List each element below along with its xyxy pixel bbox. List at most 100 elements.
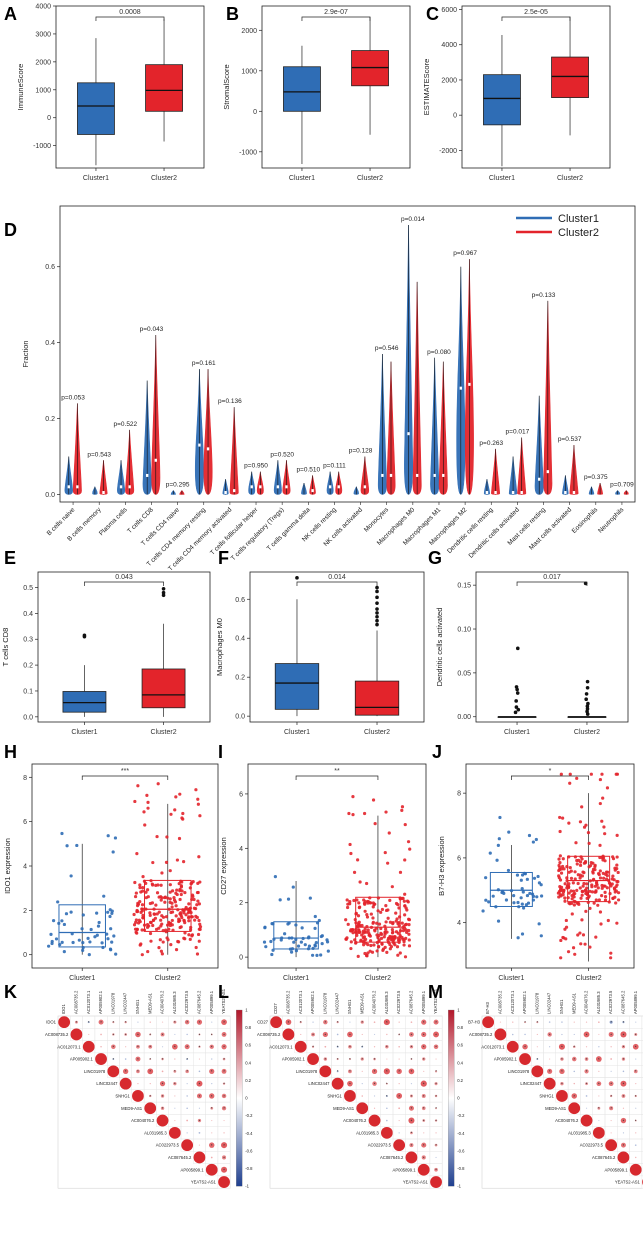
- jitter-point: [159, 949, 163, 953]
- y-tick-label: 0.6: [45, 264, 55, 271]
- jitter-point: [177, 881, 181, 886]
- jitter-point: [563, 899, 567, 903]
- jitter-point: [149, 939, 153, 943]
- corr-significance: *: [610, 1081, 612, 1086]
- corr-significance: *: [435, 1106, 437, 1111]
- corr-circle: [519, 1053, 531, 1065]
- jitter-point: [179, 911, 183, 915]
- corr-circle: [361, 1045, 364, 1048]
- jitter-point: [60, 919, 64, 923]
- corr-significance: *: [386, 1094, 388, 1099]
- corr-significance: *: [411, 1032, 413, 1037]
- corr-significance: *: [361, 1057, 363, 1062]
- corr-circle: [435, 1107, 438, 1110]
- corr-circle: [185, 1069, 189, 1074]
- corr-significance: *: [398, 1069, 400, 1074]
- color-scale-label: 0: [457, 1096, 460, 1101]
- corr-significance: *: [435, 1118, 437, 1123]
- x-tick-label: Monocytes: [363, 506, 391, 534]
- corr-col-label: LINC01978: [534, 992, 539, 1014]
- corr-cell: [641, 1114, 643, 1127]
- jitter-point: [101, 945, 105, 950]
- corr-circle: [311, 1045, 315, 1048]
- corr-row-label: LINC01978: [296, 1069, 318, 1074]
- jitter-point: [197, 902, 201, 906]
- jitter-point: [141, 889, 145, 893]
- jitter-point: [192, 897, 196, 902]
- corr-significance: *: [435, 1143, 437, 1148]
- jitter-point: [391, 935, 395, 939]
- jitter-point: [97, 920, 101, 925]
- corr-cell: [641, 1052, 643, 1066]
- jitter-point: [575, 776, 579, 780]
- corr-row-label: AC012073.1: [269, 1044, 293, 1049]
- jitter-point: [388, 920, 393, 924]
- corr-circle: [572, 1045, 576, 1049]
- corr-circle: [159, 1081, 166, 1087]
- corr-row-label: MED9-AS1: [333, 1106, 355, 1111]
- jitter-point: [395, 945, 400, 949]
- corr-circle: [571, 1093, 578, 1099]
- jitter-point: [111, 850, 115, 854]
- corr-significance: *: [186, 1020, 188, 1025]
- jitter-point: [527, 833, 532, 838]
- jitter-point: [390, 927, 395, 932]
- legend-label-cluster1: Cluster1: [558, 213, 599, 225]
- corr-row-label: AC008735.2: [469, 1032, 493, 1037]
- corr-significance: *: [211, 1069, 213, 1074]
- corr-circle: [386, 1107, 388, 1110]
- jitter-point: [174, 948, 179, 952]
- corr-significance: *: [386, 1069, 388, 1074]
- corr-circle: [107, 1065, 120, 1078]
- jitter-point: [182, 919, 186, 923]
- corr-circle: [435, 1132, 437, 1134]
- y-tick-label: 6: [23, 819, 27, 826]
- corr-col-label: AL031985.3: [172, 991, 177, 1014]
- jitter-point: [172, 895, 176, 900]
- corr-significance: *: [223, 1155, 225, 1160]
- corr-circle: [300, 1033, 302, 1036]
- corr-circle: [136, 1044, 140, 1049]
- jitter-point: [196, 932, 201, 937]
- corr-significance: *: [174, 1045, 176, 1050]
- corr-circle: [348, 1057, 352, 1061]
- corr-circle: [160, 1106, 165, 1110]
- color-scale-label: 1: [245, 1008, 248, 1013]
- corr-significance: *: [524, 1045, 526, 1050]
- corr-circle: [609, 1020, 613, 1024]
- jitter-point: [537, 922, 541, 926]
- corr-circle: [184, 1019, 190, 1025]
- corr-row-label: MED9-AS1: [121, 1106, 143, 1111]
- x-tick-label: Cluster1: [284, 729, 310, 736]
- corr-col-label: LINC02447: [123, 992, 128, 1014]
- jitter-point: [198, 814, 202, 818]
- jitter-point: [568, 772, 572, 776]
- color-scale-label: 1: [457, 1008, 460, 1013]
- corr-row-label: LINC02447: [520, 1081, 542, 1086]
- color-scale-label: 0.6: [245, 1043, 251, 1048]
- corr-significance: *: [349, 1032, 351, 1037]
- p-value: p=0.522: [113, 421, 137, 428]
- corr-significance: *: [423, 1081, 425, 1086]
- jitter-point: [146, 800, 150, 805]
- corr-circle: [433, 1031, 439, 1038]
- corr-circle: [597, 1106, 601, 1110]
- corr-circle: [361, 1033, 363, 1036]
- corr-circle: [211, 1021, 213, 1023]
- jitter-point: [403, 913, 407, 917]
- corr-circle: [361, 1095, 364, 1097]
- corr-circle: [270, 1016, 283, 1029]
- y-axis-label: IDO1 expression: [3, 838, 12, 894]
- jitter-point: [369, 943, 373, 948]
- violin-median: [285, 485, 288, 489]
- jitter-point: [603, 898, 608, 902]
- jitter-point: [371, 901, 375, 905]
- jitter-point: [403, 955, 408, 959]
- jitter-point: [182, 911, 186, 915]
- corr-significance: *: [223, 1094, 225, 1099]
- corr-circle: [221, 1019, 227, 1025]
- jitter-point: [405, 930, 409, 934]
- corr-significance: *: [361, 1020, 363, 1025]
- corr-circle: [434, 1143, 438, 1147]
- jitter-point: [615, 855, 619, 859]
